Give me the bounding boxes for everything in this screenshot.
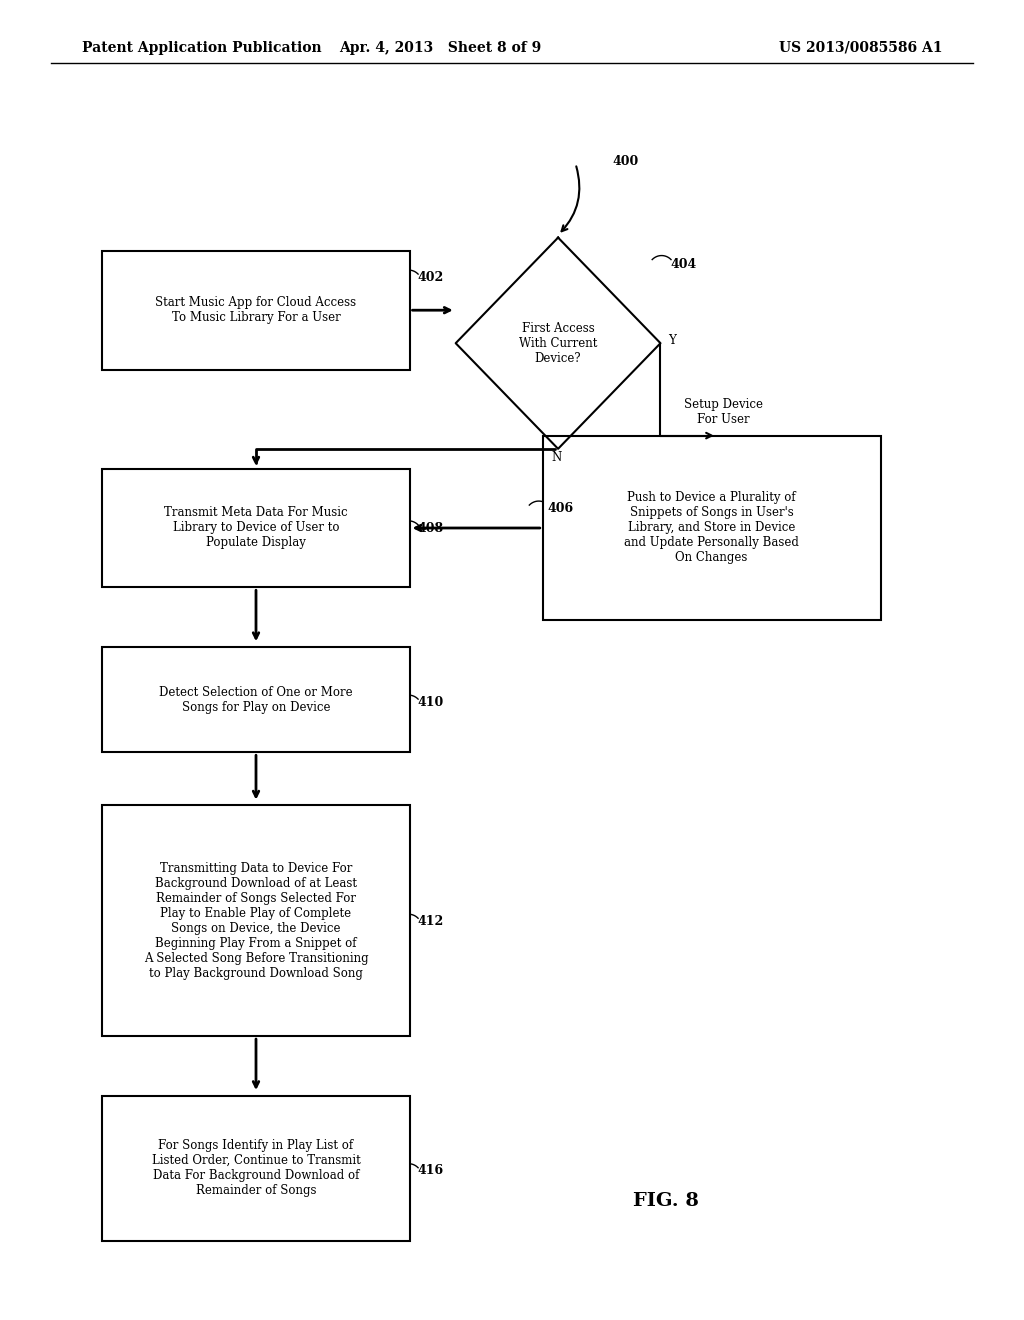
- FancyBboxPatch shape: [102, 647, 410, 752]
- Text: FIG. 8: FIG. 8: [633, 1192, 698, 1210]
- FancyBboxPatch shape: [102, 1096, 410, 1241]
- Text: Setup Device
For User: Setup Device For User: [684, 397, 763, 426]
- Text: 408: 408: [418, 521, 444, 535]
- Text: Patent Application Publication: Patent Application Publication: [82, 41, 322, 54]
- Text: 412: 412: [418, 915, 444, 928]
- FancyBboxPatch shape: [102, 251, 410, 370]
- Text: Transmitting Data to Device For
Background Download of at Least
Remainder of Son: Transmitting Data to Device For Backgrou…: [143, 862, 369, 979]
- Text: 400: 400: [612, 154, 639, 168]
- Text: For Songs Identify in Play List of
Listed Order, Continue to Transmit
Data For B: For Songs Identify in Play List of Liste…: [152, 1139, 360, 1197]
- Text: First Access
With Current
Device?: First Access With Current Device?: [519, 322, 597, 364]
- Text: Transmit Meta Data For Music
Library to Device of User to
Populate Display: Transmit Meta Data For Music Library to …: [164, 507, 348, 549]
- Text: Y: Y: [668, 334, 676, 347]
- Text: Detect Selection of One or More
Songs for Play on Device: Detect Selection of One or More Songs fo…: [159, 685, 353, 714]
- Text: N: N: [551, 451, 561, 465]
- Text: 404: 404: [671, 257, 697, 271]
- Text: Apr. 4, 2013   Sheet 8 of 9: Apr. 4, 2013 Sheet 8 of 9: [339, 41, 542, 54]
- Text: 416: 416: [418, 1164, 444, 1177]
- FancyBboxPatch shape: [102, 469, 410, 587]
- Text: 406: 406: [548, 502, 574, 515]
- Text: Push to Device a Plurality of
Snippets of Songs in User's
Library, and Store in : Push to Device a Plurality of Snippets o…: [625, 491, 799, 565]
- FancyBboxPatch shape: [102, 805, 410, 1036]
- Text: 410: 410: [418, 696, 444, 709]
- FancyBboxPatch shape: [543, 436, 881, 620]
- Text: US 2013/0085586 A1: US 2013/0085586 A1: [778, 41, 942, 54]
- Text: 402: 402: [418, 271, 444, 284]
- Text: Start Music App for Cloud Access
To Music Library For a User: Start Music App for Cloud Access To Musi…: [156, 296, 356, 325]
